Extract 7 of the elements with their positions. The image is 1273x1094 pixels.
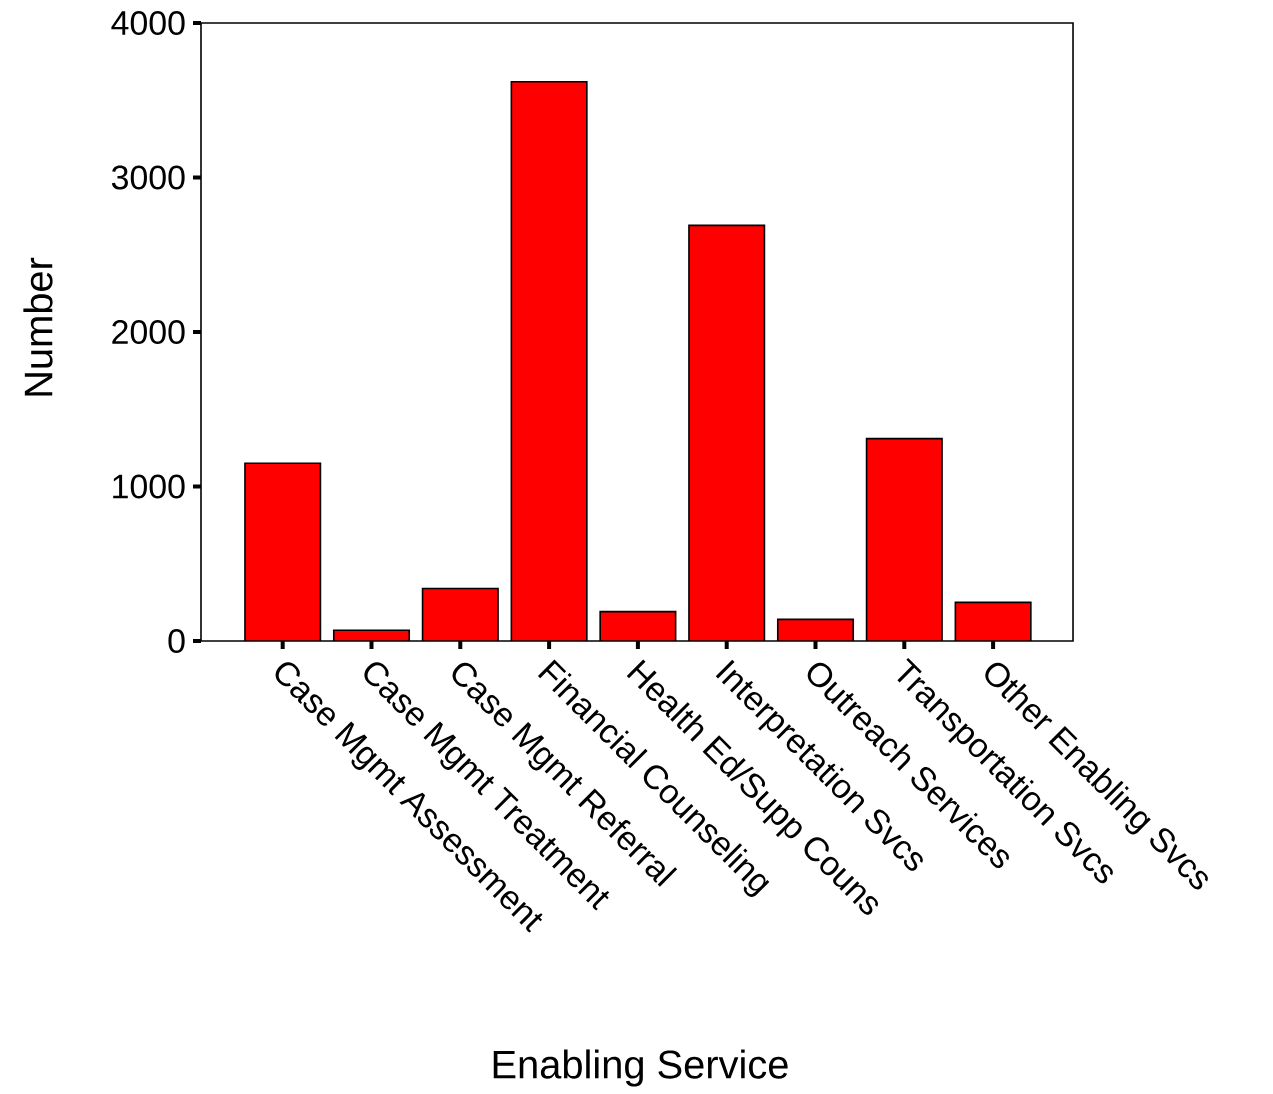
y-tick-label: 4000 [111,11,185,35]
x-axis-title: Enabling Service [493,1049,788,1087]
y-tick-label: 1000 [113,474,185,499]
y-axis-title: Number [23,257,53,396]
y-tick-label: 2000 [112,320,185,344]
y-tick-label: 3000 [111,165,185,190]
y-tick-label: 0 [168,629,185,653]
